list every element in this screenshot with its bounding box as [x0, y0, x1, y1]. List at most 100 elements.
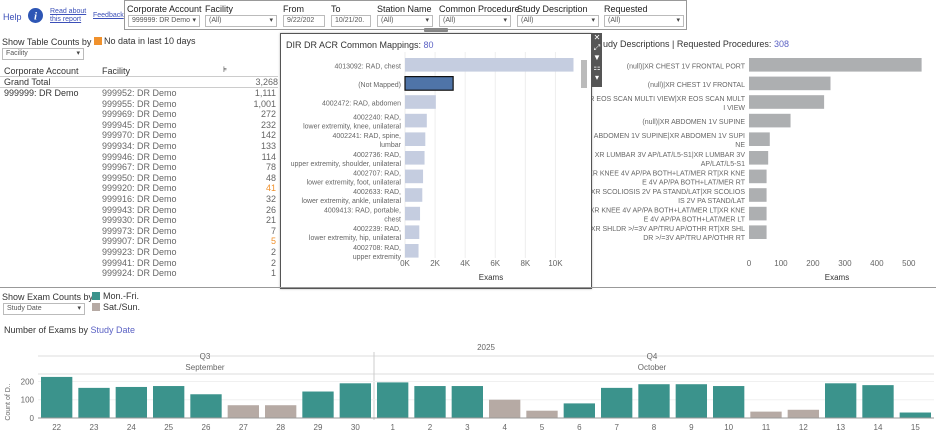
station-select[interactable]: (All) ▾	[377, 15, 433, 27]
table-row[interactable]: 999950: DR Demo 48	[0, 173, 278, 184]
table-row[interactable]: 999907: DR Demo 5	[0, 236, 278, 247]
mapping-bar	[404, 76, 454, 91]
facility-cell: 999973: DR Demo	[102, 225, 177, 236]
requested-procedure-select[interactable]: (All) ▾	[604, 15, 684, 27]
table-row[interactable]: 999943: DR Demo 26	[0, 205, 278, 216]
category-label: (null)|XR ABDOMEN 1V SUPINE	[642, 119, 745, 126]
table-row[interactable]: 999955: DR Demo 1,001	[0, 99, 278, 110]
category-label: E 4V AP/PA BOTH+LAT/MER LT	[644, 217, 746, 224]
x-tick-label: 28	[276, 423, 285, 432]
from-date-input[interactable]: 9/22/202	[283, 15, 325, 27]
count-cell: 78	[265, 162, 276, 173]
x-tick-label: 6K	[490, 259, 500, 268]
exams-by-date-chart[interactable]: 2025 Q3 September Q4 October 0 100 200 Count of …	[0, 338, 936, 435]
date-bar	[339, 383, 371, 418]
table-row[interactable]: 999916: DR Demo 32	[0, 194, 278, 205]
no-data-label: No data in last 10 days	[104, 36, 196, 46]
resize-handle[interactable]	[424, 28, 448, 32]
x-tick-label: 23	[90, 423, 99, 432]
to-date-input[interactable]: 10/21/20.	[331, 15, 371, 27]
date-bar	[115, 386, 147, 418]
read-about-link[interactable]: Read about this report	[50, 8, 87, 23]
date-bar	[862, 385, 894, 418]
count-cell: 142	[260, 130, 276, 141]
category-label: lower extremity, foot, unilateral	[307, 179, 402, 186]
grand-total-label: Grand Total	[4, 77, 51, 87]
feedback-link[interactable]: Feedback	[93, 12, 124, 19]
category-label: (Not Mapped)	[358, 82, 401, 89]
sort-icon[interactable]: ⊧	[223, 65, 228, 74]
table-row[interactable]: 999952: DR Demo 1,111	[0, 88, 278, 99]
table-row[interactable]: 999946: DR Demo 114	[0, 152, 278, 163]
table-row[interactable]: 999924: DR Demo 1	[0, 268, 278, 279]
corporate-account-select[interactable]: 999999: DR Demo ▾	[128, 15, 200, 27]
common-procedure-select[interactable]: (All) ▾	[439, 15, 511, 27]
category-label: (null)|XR CHEST 1V FRONTAL	[648, 82, 745, 89]
table-row[interactable]: 999973: DR Demo 7	[0, 226, 278, 237]
count-cell: 272	[260, 109, 276, 120]
count-cell: 41	[265, 183, 276, 194]
study-date-link[interactable]: Study Date	[90, 325, 136, 335]
table-row[interactable]: 999969: DR Demo 272	[0, 109, 278, 120]
account-name: 999999: DR Demo	[4, 88, 79, 98]
date-bar	[302, 391, 334, 418]
description-bar	[749, 188, 767, 202]
filter-bar: Help i Read about this report Feedback C…	[0, 0, 936, 33]
category-label: I VIEW	[723, 105, 745, 112]
x-tick-label: 8K	[520, 259, 530, 268]
filter-panel: Corporate Account 999999: DR Demo ▾ Facil…	[124, 0, 687, 30]
popup-toolbar[interactable]: ✕ ⤢ ▼ ⚏ ▾	[592, 33, 602, 87]
category-label: NE	[735, 142, 745, 149]
date-bar	[526, 410, 558, 418]
facility-table-panel: Show Table Counts by Facility ▾ No data i…	[0, 33, 279, 283]
category-label: upper extremity, shoulder, unilateral	[291, 161, 402, 168]
filter-label-corporate-account: Corporate Account	[127, 4, 202, 14]
count-cell: 5	[270, 236, 276, 247]
date-bar	[227, 405, 259, 418]
x-tick-label: 6	[577, 423, 582, 432]
table-row[interactable]: 999945: DR Demo 232	[0, 120, 278, 131]
descriptions-chart[interactable]: (null)|XR CHEST 1V FRONTAL PORT (null)|XR…	[592, 52, 934, 284]
category-label: XR EOS SCAN MULTI VIEW|XR EOS SCAN MULT	[592, 96, 746, 103]
x-axis-label: Exams	[479, 273, 503, 282]
category-label: 4002239: RAD,	[353, 226, 401, 233]
table-row[interactable]: 999970: DR Demo 142	[0, 130, 278, 141]
table-row[interactable]: 999920: DR Demo 41	[0, 183, 278, 194]
table-row[interactable]: 999934: DR Demo 133	[0, 141, 278, 152]
exam-counts-select[interactable]: Study Date ▾	[3, 303, 85, 315]
scrollbar-thumb	[581, 60, 587, 88]
category-label: XR KNEE 4V AP/PA BOTH+LAT/MER RT|XR KNE	[592, 170, 745, 177]
description-bar	[749, 113, 791, 128]
facility-cell: 999946: DR Demo	[102, 151, 177, 162]
count-cell: 1,001	[253, 98, 276, 109]
table-row[interactable]: 999967: DR Demo 78	[0, 162, 278, 173]
mapping-bar	[405, 95, 436, 109]
mapping-bar	[405, 169, 424, 184]
table-counts-select[interactable]: Facility ▾	[2, 48, 84, 60]
svg-text:i: i	[34, 11, 38, 23]
date-bar	[414, 386, 446, 418]
info-icon[interactable]: i	[27, 7, 44, 24]
table-row[interactable]: 999941: DR Demo 2	[0, 258, 278, 269]
category-label: upper extremity	[353, 254, 402, 261]
x-tick-label: 29	[314, 423, 323, 432]
count-cell: 32	[265, 194, 276, 204]
show-exam-counts-label: Show Exam Counts by	[2, 292, 94, 302]
facility-select[interactable]: (All) ▾	[205, 15, 277, 27]
study-description-select[interactable]: (All) ▾	[517, 15, 599, 27]
category-label: lower extremity, knee, unilateral	[303, 124, 401, 131]
category-label: DR >/=3V AP/TRU AP/OTHR RT	[643, 235, 746, 242]
count-cell: 2	[270, 257, 276, 268]
mapping-bar	[405, 151, 425, 165]
category-label: XR ABDOMEN 1V SUPINE|XR ABDOMEN 1V SUPI	[592, 133, 745, 140]
date-bar	[190, 394, 222, 418]
table-row[interactable]: 999930: DR Demo 21	[0, 215, 278, 226]
table-row[interactable]: 999923: DR Demo 2	[0, 247, 278, 258]
mapping-bar	[405, 188, 423, 202]
category-label: XR SHLDR >/=3V AP/TRU AP/OTHR RT|XR SHL	[592, 226, 745, 233]
description-bar	[749, 169, 767, 184]
mappings-chart[interactable]: 4013092: RAD, chest (Not Mapped) 4002472: …	[281, 52, 589, 288]
date-bar	[41, 376, 73, 418]
mapping-bar	[405, 244, 419, 258]
help-link[interactable]: Help	[3, 12, 22, 22]
